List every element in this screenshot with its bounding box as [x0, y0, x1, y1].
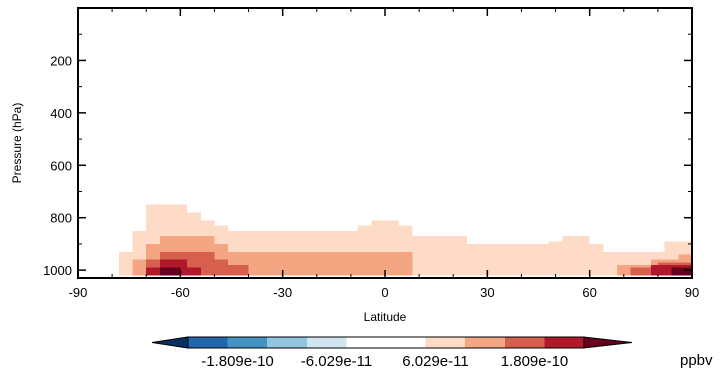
contour-cell-level-3	[214, 259, 229, 276]
colorbar-tick-label: 6.029e-11	[402, 353, 468, 370]
x-tick-label: 90	[685, 285, 699, 300]
x-tick-label: -90	[69, 285, 88, 300]
x-tick-label: 0	[381, 285, 388, 300]
colorbar-tick-label: -1.809e-10	[201, 353, 274, 370]
contour-cell-level-2	[248, 251, 413, 276]
colorbar-frame	[187, 336, 585, 349]
colorbar-segment	[188, 337, 229, 348]
contour-cell-level-1	[412, 236, 467, 276]
contour-cell-level-3	[630, 267, 658, 276]
contour-cell-level-5	[671, 267, 692, 276]
contour-cell-level-2	[132, 259, 147, 276]
colorbar-tick-label: 1.809e-10	[501, 353, 569, 370]
x-tick-label: -30	[273, 285, 292, 300]
colorbar-segment	[267, 337, 308, 348]
contour-cell-level-4	[187, 267, 201, 276]
y-axis-title: Pressure (hPa)	[10, 103, 24, 184]
contour-cell-level-1	[118, 251, 133, 276]
axis-ticks	[77, 8, 693, 278]
colorbar-segment	[504, 337, 545, 348]
contour-cell-level-5	[159, 267, 181, 276]
colorbar-labels: -1.809e-10 -6.029e-11 6.029e-11 1.809e-10	[201, 353, 568, 370]
colorbar-units: ppbv	[680, 352, 713, 369]
colorbar-high-arrow	[583, 336, 633, 349]
colorbar-segment	[346, 337, 387, 348]
colorbar-segment	[425, 337, 466, 348]
colorbar-low-arrow	[151, 336, 189, 349]
contour-cell-level-1	[548, 241, 563, 276]
axis-tick-labels: -90 -60 -30 0 30 60 90 200 400 600 800 1000	[43, 53, 699, 300]
x-axis-title: Latitude	[364, 310, 407, 324]
colorbar	[151, 336, 633, 349]
y-tick-label: 600	[50, 158, 72, 173]
colorbar-segment	[227, 337, 268, 348]
contour-cell-level-1	[589, 243, 604, 276]
x-tick-label: -60	[171, 285, 190, 300]
contour-cell-level-1	[562, 236, 590, 276]
y-tick-label: 400	[50, 106, 72, 121]
y-tick-label: 200	[50, 53, 72, 68]
x-tick-label: 60	[582, 285, 596, 300]
y-tick-label: 800	[50, 211, 72, 226]
colorbar-segment	[465, 337, 506, 348]
colorbar-segment	[386, 337, 427, 348]
y-tick-label: 1000	[43, 263, 72, 278]
colorbar-segment	[306, 337, 347, 348]
contour-fills	[118, 204, 692, 276]
contour-cell-level-1	[466, 243, 549, 276]
colorbar-segment	[544, 337, 585, 348]
x-tick-label: 30	[480, 285, 494, 300]
contour-cell-level-4	[146, 267, 160, 276]
colorbar-tick-label: -6.029e-11	[301, 353, 372, 370]
contour-cell-level-3	[228, 264, 249, 276]
